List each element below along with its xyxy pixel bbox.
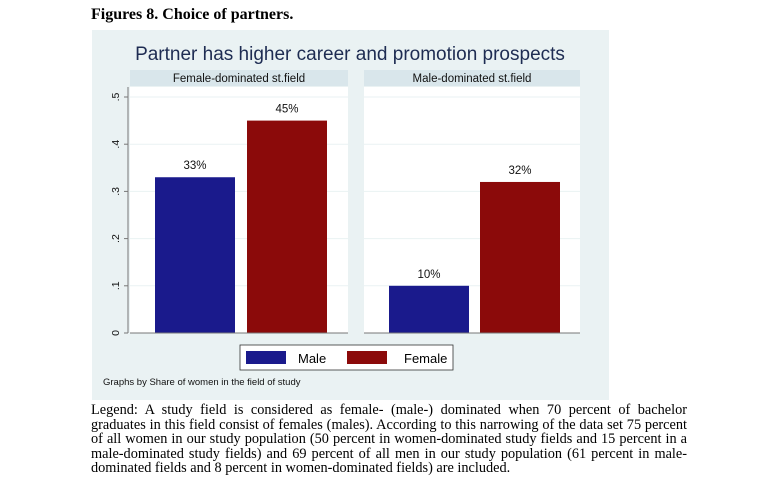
legend-label-male: Male — [298, 351, 326, 366]
y-tick-label: .1 — [110, 281, 122, 290]
legend-swatch-female — [347, 351, 387, 364]
panel-header — [130, 70, 348, 86]
figure-caption: Legend: A study field is considered as f… — [91, 402, 687, 477]
panel-label: Male-dominated st.field — [413, 73, 532, 85]
chart-note: Graphs by Share of women in the field of… — [103, 377, 301, 388]
data-label: 10% — [417, 269, 440, 281]
y-tick-label: .4 — [110, 140, 122, 149]
bar-female — [480, 181, 560, 333]
data-label: 32% — [508, 165, 531, 177]
y-tick-label: .3 — [110, 187, 122, 196]
bar-male — [155, 177, 235, 333]
chart-title: Partner has higher career and promotion … — [135, 44, 565, 65]
panel-header — [364, 70, 580, 86]
legend-swatch-male — [246, 351, 286, 364]
panel-1: Male-dominated st.field 10% 32% — [364, 70, 580, 334]
data-label: 33% — [183, 160, 206, 172]
panel-label: Female-dominated st.field — [173, 73, 305, 85]
legend-label-female: Female — [404, 351, 447, 366]
data-label: 45% — [275, 104, 298, 116]
y-tick-label: .2 — [110, 234, 122, 243]
y-tick-label: 0 — [110, 330, 122, 336]
y-tick-label: .5 — [110, 92, 122, 101]
bar-male — [389, 285, 469, 333]
legend: Male Female — [239, 344, 454, 371]
figure-title: Figures 8. Choice of partners. — [91, 6, 294, 23]
panel-0: Female-dominated st.field 33% 45% — [130, 70, 348, 334]
bar-female — [247, 120, 327, 333]
